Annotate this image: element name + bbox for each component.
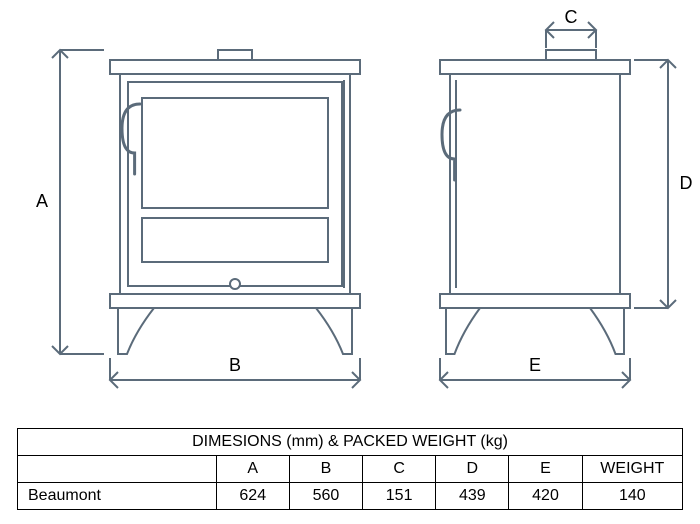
svg-text:B: B [229, 355, 241, 375]
header-D: D [436, 456, 509, 483]
svg-text:A: A [36, 191, 48, 211]
svg-text:D: D [680, 173, 693, 193]
header-A: A [216, 456, 289, 483]
svg-text:E: E [529, 355, 541, 375]
row-name: Beaumont [18, 483, 217, 510]
header-C: C [363, 456, 436, 483]
row-val-B: 560 [289, 483, 362, 510]
table-title: DIMESIONS (mm) & PACKED WEIGHT (kg) [18, 429, 683, 456]
row-val-WEIGHT: 140 [582, 483, 682, 510]
row-val-E: 420 [509, 483, 582, 510]
svg-text:C: C [565, 10, 578, 27]
header-WEIGHT: WEIGHT [582, 456, 682, 483]
row-val-A: 624 [216, 483, 289, 510]
dimensions-table: DIMESIONS (mm) & PACKED WEIGHT (kg) ABCD… [17, 428, 683, 510]
row-val-C: 151 [363, 483, 436, 510]
row-val-D: 439 [436, 483, 509, 510]
header-B: B [289, 456, 362, 483]
stove-diagram: A B C D E [0, 10, 700, 410]
header-blank [18, 456, 217, 483]
header-E: E [509, 456, 582, 483]
